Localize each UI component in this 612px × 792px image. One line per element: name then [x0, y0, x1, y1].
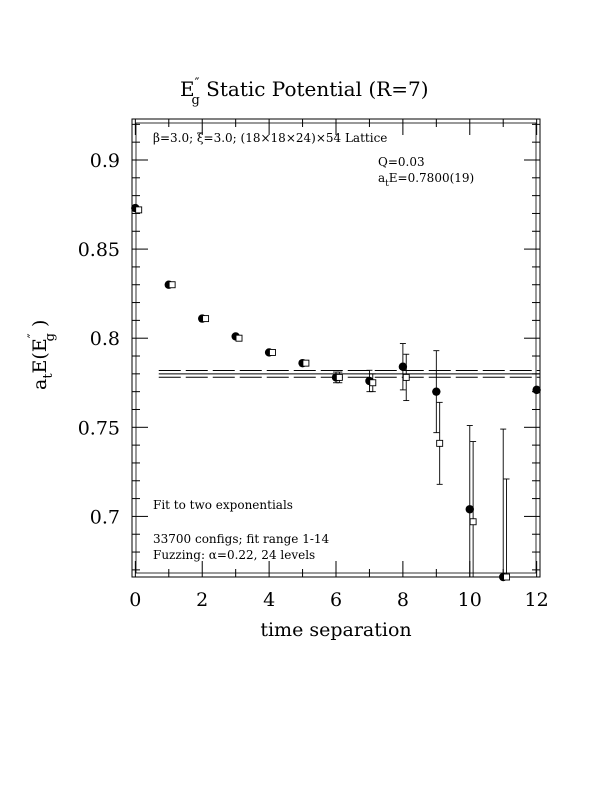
- data-point-square: [335, 373, 343, 381]
- x-tick-label: 2: [196, 589, 208, 611]
- y-tick-label: 0.75: [78, 417, 120, 439]
- x-tick-label: 4: [263, 589, 275, 611]
- data-point-square: [436, 439, 444, 447]
- data-point-square: [469, 518, 477, 526]
- chart-title: E″ g Static Potential (R=7): [180, 76, 429, 108]
- y-tick-label: 0.7: [90, 506, 120, 528]
- y-tick-label: 0.85: [78, 239, 120, 261]
- data-point-square: [135, 206, 143, 214]
- fuzzing-annotation: Fuzzing: α=0.22, 24 levels: [153, 548, 315, 562]
- configs-annotation: 33700 configs; fit range 1-14: [153, 532, 330, 546]
- y-tick-label: 0.9: [90, 150, 120, 172]
- data-point-square: [235, 334, 243, 342]
- lattice-annotation: β=3.0; ξ=3.0; (18×18×24)×54 Lattice: [153, 131, 387, 145]
- x-tick-label: 8: [397, 589, 409, 611]
- data-point-circle: [465, 505, 474, 514]
- data-point-square: [202, 315, 210, 323]
- y-axis-label: atE(E″ g ): [26, 320, 58, 390]
- data-point-circle: [398, 362, 408, 371]
- data-point-circle: [432, 387, 441, 396]
- data-point-square: [168, 281, 176, 289]
- data-point-square: [503, 573, 511, 581]
- data-point-square: [302, 359, 310, 367]
- fit-method-annotation: Fit to two exponentials: [153, 498, 293, 512]
- x-axis-label: time separation: [260, 619, 411, 641]
- q-annotation: Q=0.03: [378, 155, 425, 169]
- x-tick-label: 6: [330, 589, 342, 611]
- y-tick-label: 0.8: [90, 328, 120, 350]
- x-tick-label: 10: [458, 589, 482, 611]
- data-point-circle: [532, 385, 541, 395]
- ate-annotation: atE=0.7800(19): [378, 171, 474, 189]
- x-tick-label: 0: [129, 589, 141, 611]
- x-tick-label: 12: [525, 589, 549, 611]
- data-point-square: [402, 373, 410, 381]
- data-point-square: [369, 379, 377, 387]
- data-point-square: [269, 349, 276, 356]
